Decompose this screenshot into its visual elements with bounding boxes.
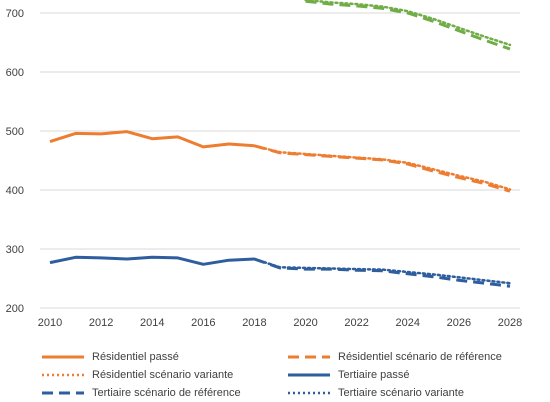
y-tick-label: 300 — [6, 244, 24, 256]
legend-swatch-solid-orange — [42, 355, 84, 359]
x-tick-label: 2018 — [242, 317, 266, 329]
legend-item-tertiaire-variante: Tertiaire scénario variante — [286, 384, 464, 402]
x-tick-label: 2016 — [191, 317, 215, 329]
gridlines — [40, 12, 520, 309]
x-tick-label: 2020 — [293, 317, 317, 329]
x-tick-label: 2010 — [38, 317, 62, 329]
legend-label: Résidentiel scénario de référence — [338, 351, 502, 363]
series-line-2 — [253, 144, 512, 191]
legend-item-tertiaire-reference: Tertiaire scénario de référence — [40, 384, 241, 402]
legend-label: Tertiaire scénario variante — [338, 387, 464, 399]
legend-label: Résidentiel scénario variante — [92, 369, 234, 381]
legend-item-residentiel-passe: Résidentiel passé — [40, 348, 179, 366]
legend-swatch-dashed-orange — [288, 355, 330, 359]
legend-item-tertiaire-passe: Tertiaire passé — [286, 366, 410, 384]
y-tick-label: 200 — [6, 303, 24, 315]
legend-label: Tertiaire scénario de référence — [92, 387, 241, 399]
legend-swatch-solid-blue — [288, 373, 330, 377]
x-axis-ticks: 2010 2012 2014 2016 2018 2020 2022 2024 2026 2028 — [38, 317, 522, 329]
x-tick-label: 2012 — [89, 317, 113, 329]
x-tick-label: 2028 — [498, 317, 522, 329]
legend: Résidentiel passé Résidentiel scénario d… — [0, 340, 550, 400]
series-lines — [49, 0, 512, 288]
y-tick-label: 500 — [6, 126, 24, 138]
legend-label: Résidentiel passé — [92, 351, 179, 363]
x-tick-label: 2014 — [140, 317, 164, 329]
y-tick-label: 600 — [6, 67, 24, 79]
y-tick-label: 400 — [6, 185, 24, 197]
legend-swatch-dotted-orange — [42, 373, 84, 377]
legend-item-residentiel-reference: Résidentiel scénario de référence — [286, 348, 502, 366]
series-line-7 — [304, 0, 512, 47]
series-line-0 — [49, 130, 255, 149]
series-line-4 — [253, 257, 511, 288]
legend-swatch-dashed-blue — [42, 391, 84, 395]
legend-swatch-dotted-blue — [288, 391, 330, 395]
legend-label: Tertiaire passé — [338, 369, 410, 381]
series-line-3 — [49, 255, 255, 266]
legend-item-residentiel-variante: Résidentiel scénario variante — [40, 366, 233, 384]
x-tick-label: 2022 — [344, 317, 368, 329]
series-line-5 — [253, 257, 512, 285]
x-tick-label: 2024 — [396, 317, 420, 329]
x-tick-label: 2026 — [447, 317, 471, 329]
y-tick-label: 700 — [6, 8, 24, 20]
series-line-6 — [305, 0, 511, 51]
y-axis-ticks: 200 300 400 500 600 700 — [6, 8, 24, 315]
